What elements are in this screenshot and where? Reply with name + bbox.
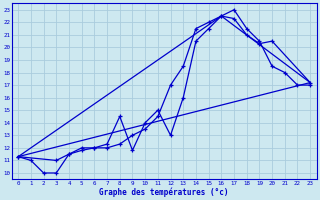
X-axis label: Graphe des températures (°c): Graphe des températures (°c) <box>100 187 229 197</box>
